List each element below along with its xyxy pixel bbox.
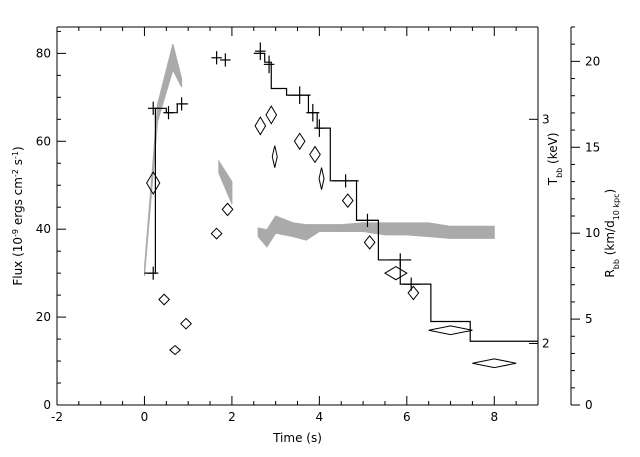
temperature-point-16 — [428, 325, 473, 336]
temperature-point-5 — [221, 202, 234, 217]
temperature-point-12 — [341, 193, 354, 209]
flux-point-6 — [255, 42, 266, 60]
radius-bands — [143, 44, 495, 277]
flux-step-1 — [253, 52, 538, 342]
flux-point-10 — [314, 119, 325, 137]
temperature-point-13 — [363, 234, 376, 250]
radius-axis-label: Rbb (km/d10 kpc) — [603, 189, 621, 278]
flux-tick-label: 0 — [43, 398, 51, 412]
flux-histogram — [144, 52, 538, 342]
temperature-point-6 — [254, 116, 267, 136]
radius-tick-label: 10 — [585, 226, 600, 240]
temperature-point-15 — [407, 285, 420, 301]
flux-point-13 — [389, 253, 412, 267]
flux-point-7 — [263, 55, 275, 74]
flux-step-0 — [144, 103, 189, 274]
temperature-point-10 — [309, 145, 321, 164]
temperature-point-1 — [158, 293, 171, 306]
temperature-point-7 — [265, 105, 278, 125]
tbb-tick-label: 2 — [542, 336, 550, 350]
radius-band-1 — [218, 159, 233, 205]
flux-point-1 — [163, 106, 174, 120]
flux-tick-label: 60 — [36, 134, 51, 148]
x-tick-label: 4 — [316, 410, 324, 424]
temperature-point-3 — [180, 317, 192, 330]
flux-tick-label: 80 — [36, 46, 51, 60]
x-tick-label: -2 — [51, 410, 63, 424]
flux-point-2 — [176, 97, 187, 111]
flux-point-3 — [147, 266, 159, 280]
radius-band-0 — [143, 44, 183, 277]
flux-point-12 — [356, 213, 379, 227]
x-tick-label: 2 — [228, 410, 236, 424]
flux-point-11 — [332, 174, 359, 188]
x-tick-label: 0 — [141, 410, 149, 424]
radius-tick-label: 5 — [585, 312, 593, 326]
radius-tick-label: 15 — [585, 140, 600, 154]
flux-data-points — [147, 42, 420, 291]
flux-point-9 — [306, 103, 320, 122]
radius-tick-label: 20 — [585, 54, 600, 68]
temperature-point-4 — [210, 227, 223, 240]
flux-point-0 — [147, 101, 159, 115]
flux-axis-label: Flux (10-9 ergs cm-2 s-1) — [11, 146, 26, 285]
temperature-point-0 — [146, 171, 161, 195]
flux-point-4 — [211, 51, 222, 65]
flux-point-8 — [288, 86, 311, 104]
temperature-point-9 — [293, 132, 306, 151]
radius-band-2 — [257, 215, 495, 248]
temperature-point-11 — [318, 167, 325, 190]
temperature-point-2 — [169, 345, 182, 356]
flux-tick-label: 20 — [36, 310, 51, 324]
tbb-tick-label: 3 — [542, 112, 550, 126]
temperature-point-8 — [271, 145, 278, 168]
flux-tick-label: 40 — [36, 222, 51, 236]
temperature-point-17 — [472, 358, 517, 369]
temperature-point-14 — [383, 265, 408, 281]
temperature-data-points — [146, 105, 517, 369]
x-tick-label: 6 — [403, 410, 411, 424]
tbb-axis-label: Tbb (keV) — [546, 132, 564, 186]
flux-point-5 — [220, 53, 231, 67]
radius-tick-label: 0 — [585, 398, 593, 412]
axis-labels: Time (s) Flux (10-9 ergs cm-2 s-1) Tbb (ke… — [11, 132, 621, 445]
x-tick-label: 8 — [490, 410, 498, 424]
x-axis-label: Time (s) — [272, 431, 322, 445]
